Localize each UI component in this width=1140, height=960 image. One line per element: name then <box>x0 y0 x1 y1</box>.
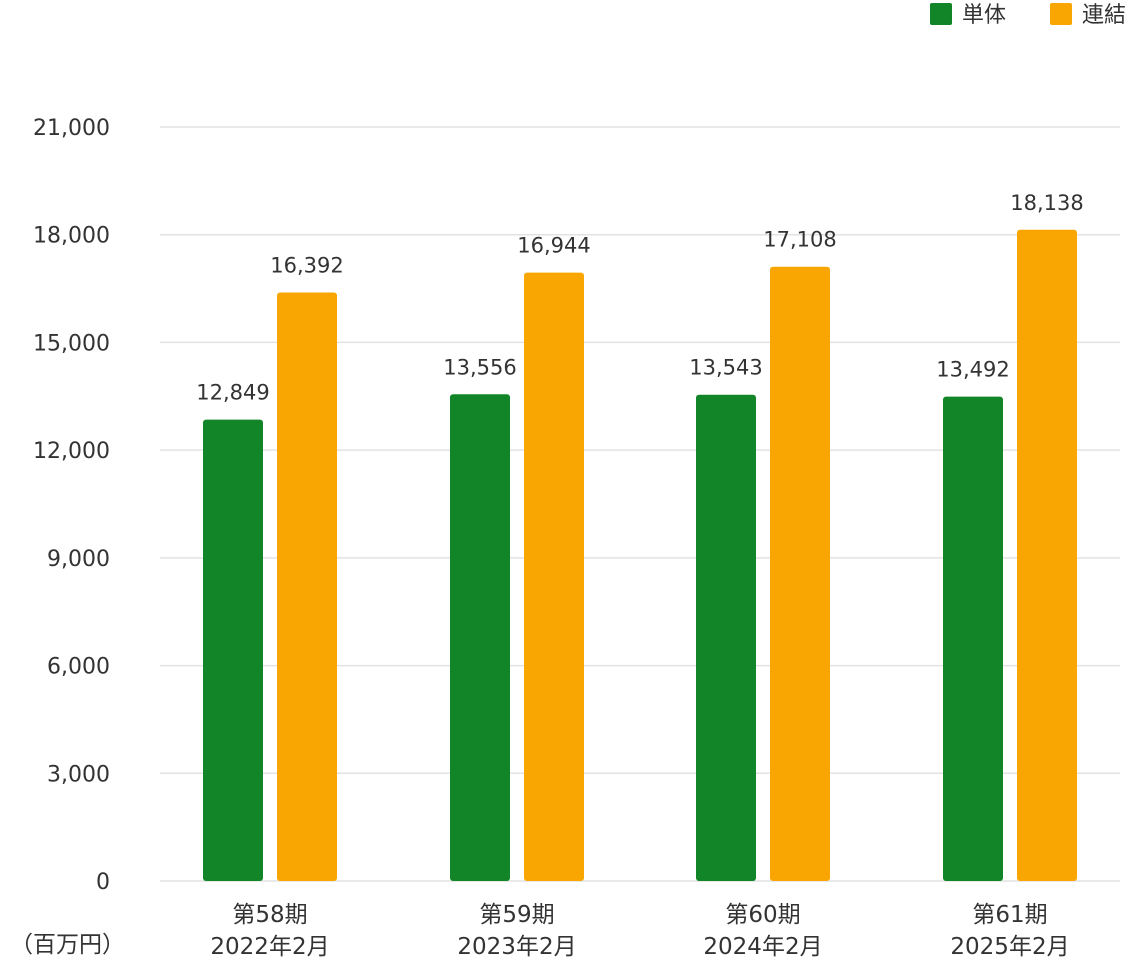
x-tick-label: 2024年2月 <box>703 934 822 960</box>
y-tick-label: 6,000 <box>47 655 110 680</box>
x-tick-label: 2023年2月 <box>457 934 576 960</box>
y-tick-label: 18,000 <box>33 224 110 249</box>
data-label: 18,138 <box>1010 191 1083 215</box>
value-labels: 12,849 13,556 13,543 13,492 16,392 16,944 17,1… <box>196 191 1083 405</box>
data-label: 13,543 <box>689 356 762 380</box>
bar-tantai-1 <box>450 394 510 881</box>
bar-tantai-3 <box>943 396 1003 881</box>
y-tick-label: 0 <box>96 870 110 895</box>
y-tick-label: 9,000 <box>47 547 110 572</box>
y-axis-unit-label: （百万円） <box>10 932 125 958</box>
y-tick-label: 12,000 <box>33 439 110 464</box>
x-axis-categories: 第58期 2022年2月 第59期 2023年2月 第60期 2024年2月 第61期 202… <box>210 902 1069 960</box>
bar-renketsu-1 <box>524 272 584 881</box>
bar-tantai-0 <box>203 419 263 881</box>
legend-label: 連結 <box>1082 3 1126 28</box>
data-label: 12,849 <box>196 381 269 405</box>
bar-tantai-2 <box>696 394 756 881</box>
y-tick-label: 15,000 <box>33 331 110 356</box>
legend: 単体 連結 <box>930 3 1126 28</box>
legend-swatch <box>930 3 952 25</box>
y-axis-ticks: 0 3,000 6,000 9,000 12,000 15,000 18,000 21,000 <box>33 116 110 895</box>
x-tick-label: 2022年2月 <box>210 934 329 960</box>
bar-renketsu-2 <box>770 266 830 881</box>
y-tick-label: 21,000 <box>33 116 110 141</box>
bar-renketsu-0 <box>277 292 337 881</box>
data-label: 16,944 <box>517 234 590 258</box>
x-tick-label: 第61期 <box>972 902 1047 928</box>
legend-swatch <box>1050 3 1072 25</box>
data-label: 13,556 <box>443 355 516 379</box>
legend-label: 単体 <box>962 3 1006 28</box>
y-tick-label: 3,000 <box>47 762 110 787</box>
x-tick-label: 第59期 <box>479 902 554 928</box>
x-tick-label: 第58期 <box>232 902 307 928</box>
data-label: 17,108 <box>763 228 836 252</box>
bar-renketsu-3 <box>1017 229 1077 882</box>
x-tick-label: 第60期 <box>725 902 800 928</box>
bars <box>203 229 1077 882</box>
data-label: 13,492 <box>936 358 1009 382</box>
data-label: 16,392 <box>270 253 343 277</box>
x-tick-label: 2025年2月 <box>950 934 1069 960</box>
